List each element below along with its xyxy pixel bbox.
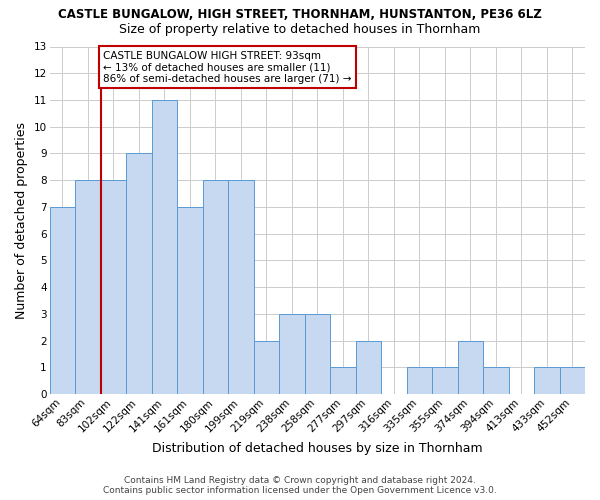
Text: Contains HM Land Registry data © Crown copyright and database right 2024.
Contai: Contains HM Land Registry data © Crown c… [103,476,497,495]
Bar [126,154,152,394]
Bar [458,340,483,394]
X-axis label: Distribution of detached houses by size in Thornham: Distribution of detached houses by size … [152,442,482,455]
Bar [228,180,254,394]
Text: CASTLE BUNGALOW HIGH STREET: 93sqm
← 13% of detached houses are smaller (11)
86%: CASTLE BUNGALOW HIGH STREET: 93sqm ← 13%… [103,50,352,84]
Bar [254,340,279,394]
Bar [330,368,356,394]
Bar [152,100,177,394]
Bar [534,368,560,394]
Y-axis label: Number of detached properties: Number of detached properties [15,122,28,319]
Text: Size of property relative to detached houses in Thornham: Size of property relative to detached ho… [119,22,481,36]
Bar [305,314,330,394]
Bar [101,180,126,394]
Bar [75,180,101,394]
Text: CASTLE BUNGALOW, HIGH STREET, THORNHAM, HUNSTANTON, PE36 6LZ: CASTLE BUNGALOW, HIGH STREET, THORNHAM, … [58,8,542,20]
Bar [432,368,458,394]
Bar [356,340,381,394]
Bar [483,368,509,394]
Bar [177,207,203,394]
Bar [279,314,305,394]
Bar [560,368,585,394]
Bar [407,368,432,394]
Bar [203,180,228,394]
Bar [50,207,75,394]
